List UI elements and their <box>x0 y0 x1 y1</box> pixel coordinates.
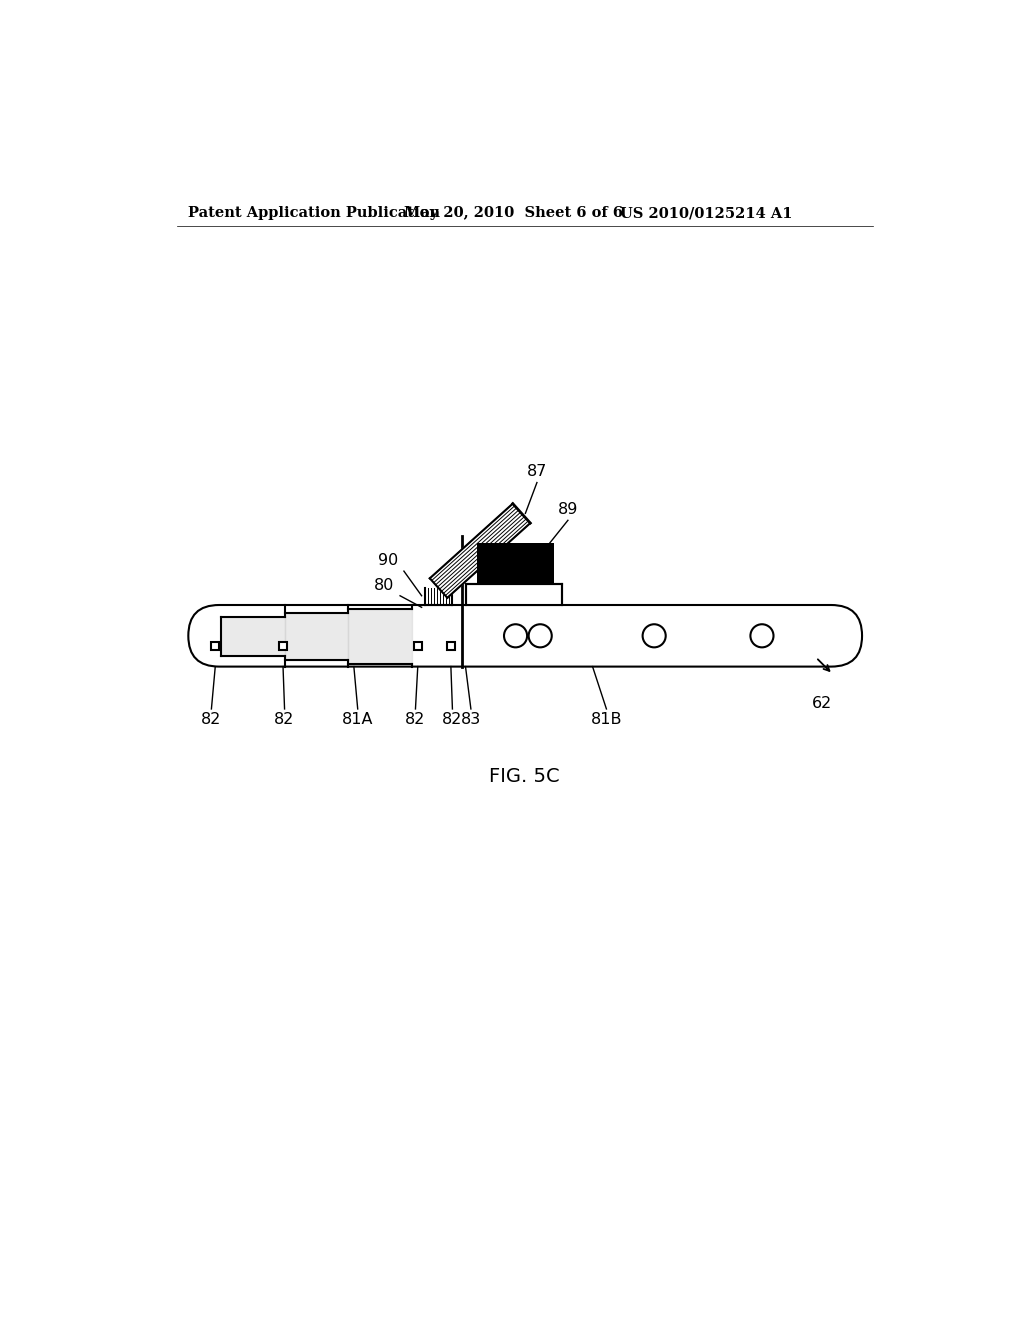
Text: 62: 62 <box>812 696 833 711</box>
Text: 81B: 81B <box>591 711 623 727</box>
Circle shape <box>504 624 527 647</box>
Text: 82: 82 <box>274 711 295 727</box>
Text: 80: 80 <box>375 578 394 593</box>
Circle shape <box>528 624 552 647</box>
Text: 87: 87 <box>526 465 547 479</box>
Text: 82: 82 <box>406 711 426 727</box>
Circle shape <box>751 624 773 647</box>
Text: US 2010/0125214 A1: US 2010/0125214 A1 <box>620 206 792 220</box>
Text: 90: 90 <box>378 553 398 568</box>
Polygon shape <box>221 618 285 656</box>
Polygon shape <box>430 504 530 598</box>
Text: 82: 82 <box>442 711 463 727</box>
Circle shape <box>643 624 666 647</box>
Bar <box>414 642 422 649</box>
Text: Patent Application Publication: Patent Application Publication <box>188 206 440 220</box>
Polygon shape <box>285 612 348 660</box>
Bar <box>477 544 554 583</box>
Text: May 20, 2010  Sheet 6 of 6: May 20, 2010 Sheet 6 of 6 <box>403 206 623 220</box>
Text: 81A: 81A <box>342 711 374 727</box>
Text: 82: 82 <box>202 711 221 727</box>
Bar <box>466 585 562 605</box>
Bar <box>280 642 287 649</box>
Bar <box>211 642 219 649</box>
Polygon shape <box>348 609 412 664</box>
Text: 89: 89 <box>558 502 579 517</box>
Text: 83: 83 <box>461 711 481 727</box>
Bar <box>447 642 455 649</box>
Text: FIG. 5C: FIG. 5C <box>489 767 560 785</box>
FancyBboxPatch shape <box>188 605 862 667</box>
